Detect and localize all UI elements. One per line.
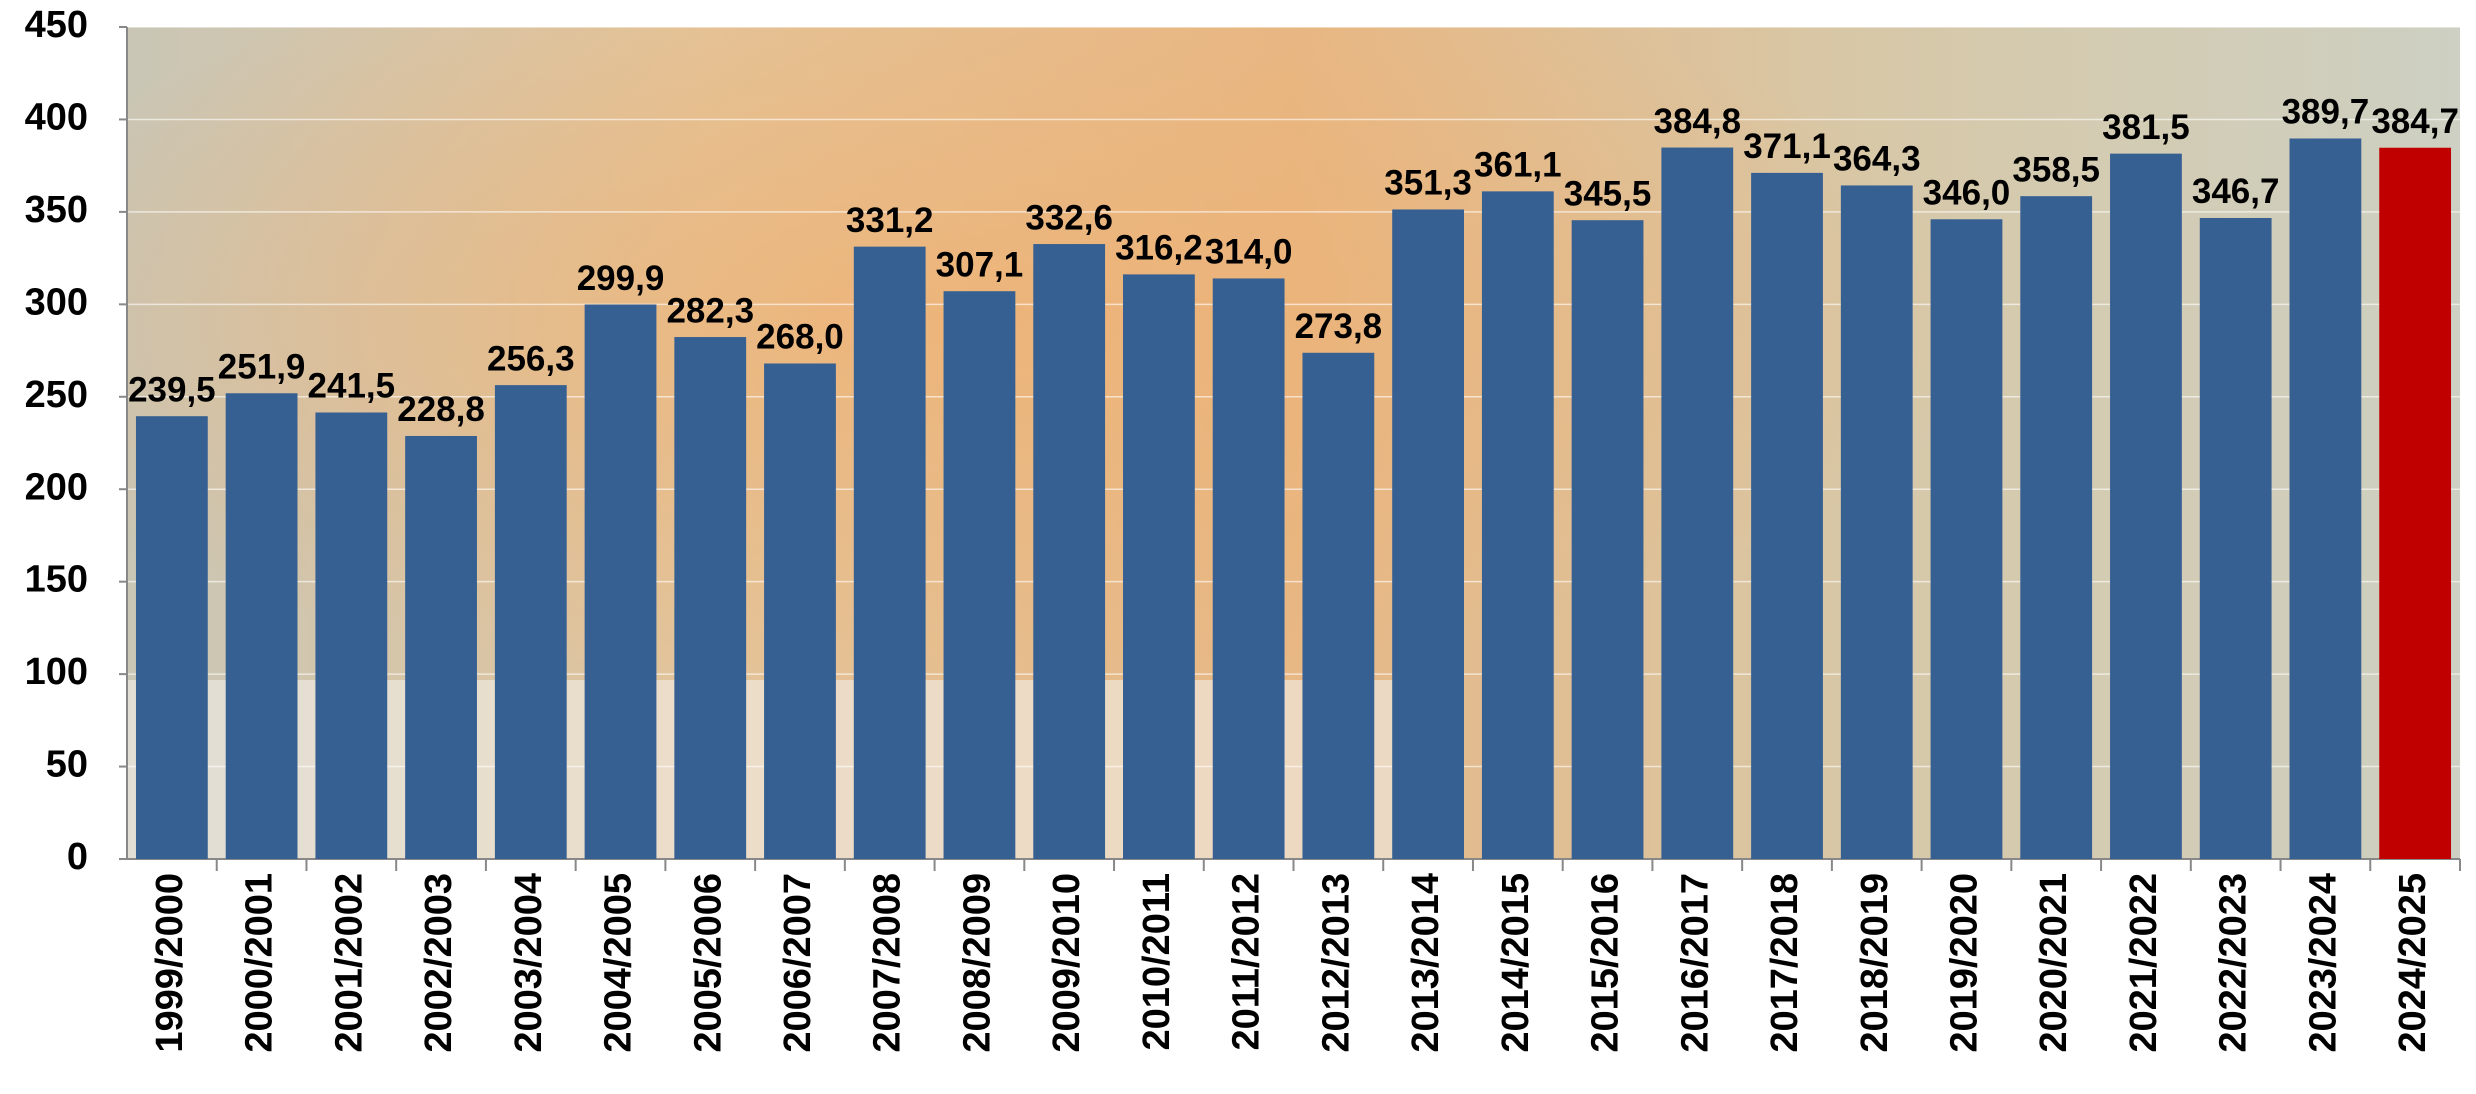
bar [943,291,1016,860]
x-tick-label: 2020/2021 [2033,873,2075,1053]
data-label: 268,0 [756,318,844,357]
data-label: 358,5 [2012,150,2100,189]
y-tick-label: 350 [25,189,88,231]
x-tick-label: 2001/2002 [328,873,370,1053]
x-tick-label: 2022/2023 [2213,873,2255,1053]
data-label: 381,5 [2102,108,2190,147]
x-tick-label: 2011/2012 [1226,873,1268,1051]
bar [1840,185,1913,860]
bar [494,385,567,859]
y-tick-label: 200 [25,466,88,508]
data-label: 364,3 [1833,140,1921,179]
bar [1302,352,1375,859]
data-label: 384,7 [2371,102,2459,141]
data-label: 282,3 [666,291,754,330]
x-tick-label: 2021/2022 [2123,873,2165,1053]
bar [225,393,298,859]
x-tick-label: 2019/2020 [1944,873,1986,1053]
data-label: 346,7 [2192,172,2280,211]
x-tick-label: 2012/2013 [1315,873,1357,1053]
data-label: 316,2 [1115,229,1203,268]
bar [764,363,836,859]
y-tick-label: 250 [25,374,88,416]
bar [1571,220,1644,860]
data-label: 361,1 [1474,146,1562,185]
y-tick-label: 150 [25,559,88,601]
y-tick-label: 450 [25,4,88,46]
data-label: 228,8 [397,390,485,429]
x-tick-label: 2004/2005 [598,873,640,1053]
y-tick-label: 0 [67,836,88,878]
data-label: 241,5 [308,367,396,406]
data-label: 346,0 [1923,174,2011,213]
x-tick-label: 2007/2008 [867,873,909,1053]
bar [2020,196,2093,859]
x-tick-label: 2018/2019 [1854,873,1896,1053]
bar [135,416,208,859]
x-tick-label: 2000/2001 [239,873,281,1053]
x-tick-label: 2023/2024 [2302,873,2344,1053]
bar [2199,217,2272,859]
data-label: 239,5 [128,370,216,409]
data-label: 351,3 [1384,164,1472,203]
bar [2289,138,2362,859]
bar [1392,209,1464,859]
x-tick-label: 2013/2014 [1405,873,1447,1053]
x-tick-label: 2002/2003 [418,873,460,1053]
x-tick-label: 2017/2018 [1764,873,1806,1053]
x-tick-label: 2009/2010 [1046,873,1088,1053]
bar [1123,274,1195,859]
data-label: 251,9 [218,348,306,387]
bar [1481,191,1554,860]
data-label: 384,8 [1653,102,1741,141]
bar [315,412,388,859]
x-tick-label: 2008/2009 [956,873,998,1053]
bar [2379,147,2452,860]
bar [1751,172,1823,860]
bar [2110,153,2182,859]
x-tick-label: 2006/2007 [777,873,819,1053]
x-tick-label: 1999/2000 [149,873,191,1053]
x-tick-label: 2014/2015 [1495,873,1537,1053]
x-tick-label: 2024/2025 [2392,873,2434,1053]
data-label: 299,9 [577,259,665,298]
bar [1212,278,1285,860]
bar [1033,244,1106,859]
data-label: 332,6 [1025,198,1113,237]
bar [584,304,657,860]
y-tick-label: 100 [25,651,88,693]
bar [1930,219,2003,860]
x-tick-label: 2015/2016 [1585,873,1627,1053]
y-tick-label: 300 [25,281,88,323]
bar [674,337,747,859]
y-tick-label: 400 [25,96,88,138]
data-label: 256,3 [487,339,575,378]
data-label: 371,1 [1743,127,1831,166]
data-label: 273,8 [1295,307,1383,346]
data-label: 331,2 [846,201,934,240]
x-tick-label: 2016/2017 [1674,873,1716,1053]
x-tick-label: 2005/2006 [687,873,729,1053]
bar [405,435,477,859]
bar [853,246,926,859]
bar [1661,147,1734,860]
y-tick-label: 50 [46,744,88,786]
x-tick-label: 2003/2004 [508,873,550,1053]
data-label: 307,1 [936,245,1024,284]
x-tick-label: 2010/2011 [1136,873,1178,1051]
data-label: 345,5 [1564,174,1652,213]
data-label: 389,7 [2282,93,2370,132]
data-label: 314,0 [1205,233,1293,272]
